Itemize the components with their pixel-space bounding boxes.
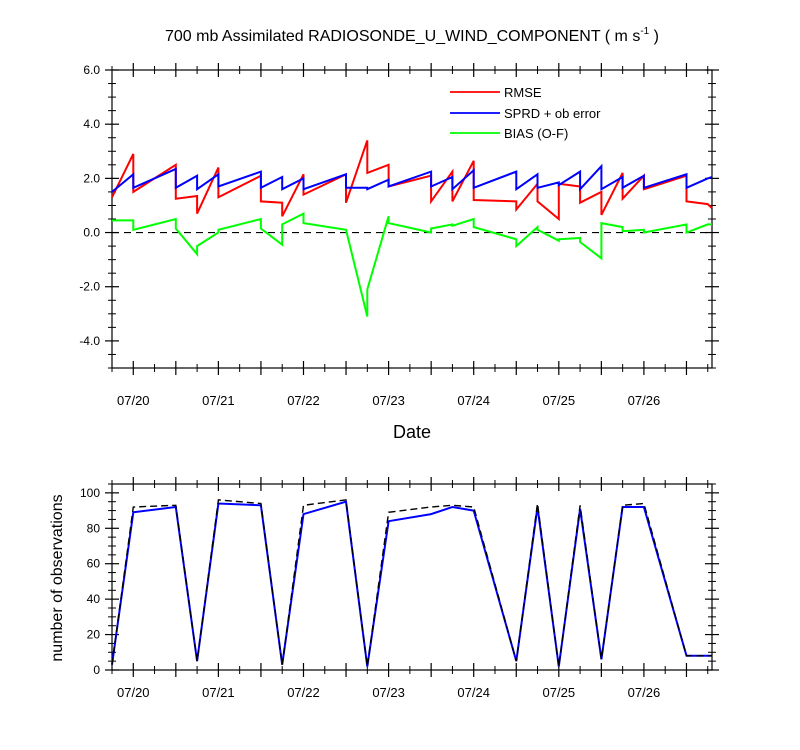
top-y-tick-label: -4.0 bbox=[79, 334, 100, 348]
bottom-series-possible bbox=[111, 499, 712, 667]
top-series-bias-o-f bbox=[112, 211, 712, 317]
bottom-y-tick-label: 100 bbox=[80, 486, 100, 500]
top-x-tick-label: 07/26 bbox=[628, 393, 661, 408]
top-y-tick-label: 4.0 bbox=[83, 117, 100, 131]
top-y-tick-label: 2.0 bbox=[83, 171, 100, 185]
bottom-x-tick-label: 07/22 bbox=[287, 685, 320, 700]
top-y-axis: -4.0 -2.0 0.0 2.0 4.0 6.0 bbox=[79, 63, 719, 369]
top-x-tick-label: 07/24 bbox=[457, 393, 490, 408]
top-y-tick-label: 6.0 bbox=[83, 63, 100, 77]
bottom-y-tick-label: 20 bbox=[87, 628, 101, 642]
top-x-tick-label: 07/22 bbox=[287, 393, 320, 408]
bottom-y-tick-label: 80 bbox=[87, 521, 101, 535]
legend-label-sprd: SPRD + ob error bbox=[504, 106, 601, 121]
top-y-tick-label: -2.0 bbox=[79, 280, 100, 294]
x-axis-title: Date bbox=[393, 422, 431, 442]
top-y-tick-label: 0.0 bbox=[83, 226, 100, 240]
bottom-series-group bbox=[111, 499, 712, 667]
bottom-x-tick-label: 07/25 bbox=[543, 685, 576, 700]
legend-label-bias: BIAS (O-F) bbox=[504, 126, 568, 141]
top-x-axis: 07/20 07/21 07/22 07/23 07/24 07/25 07/26 bbox=[111, 63, 709, 408]
bottom-y-tick-label: 60 bbox=[87, 557, 101, 571]
top-series-group bbox=[111, 140, 713, 317]
bottom-y-tick-label: 0 bbox=[93, 663, 100, 677]
bottom-y-axis: 0 20 40 60 80 100 bbox=[80, 483, 719, 677]
top-x-tick-label: 07/20 bbox=[117, 393, 150, 408]
top-plot-frame bbox=[111, 69, 713, 369]
bottom-plot-frame bbox=[111, 483, 713, 671]
y-axis-title-observations: number of observations bbox=[49, 494, 66, 661]
chart-title: 700 mb Assimilated RADIOSONDE_U_WIND_COM… bbox=[165, 26, 659, 45]
bottom-x-tick-label: 07/23 bbox=[372, 685, 405, 700]
legend-label-rmse: RMSE bbox=[504, 85, 542, 100]
bottom-series-used bbox=[111, 500, 712, 667]
top-x-tick-label: 07/23 bbox=[372, 393, 405, 408]
top-x-tick-label: 07/21 bbox=[202, 393, 235, 408]
bottom-x-tick-label: 07/26 bbox=[628, 685, 661, 700]
bottom-x-tick-label: 07/21 bbox=[202, 685, 235, 700]
top-panel: -4.0-2.00.02.04.06.0 07/20 07/21 07/22 07/2… bbox=[79, 63, 719, 442]
bottom-y-tick-label: 40 bbox=[87, 592, 101, 606]
bottom-x-tick-label: 07/20 bbox=[117, 685, 150, 700]
top-x-tick-label: 07/25 bbox=[543, 393, 576, 408]
bottom-x-tick-label: 07/24 bbox=[457, 685, 490, 700]
top-series-sprd-ob-error bbox=[111, 163, 713, 193]
bottom-x-axis: 07/20 07/21 07/22 07/23 07/24 07/25 07/26 bbox=[111, 477, 709, 700]
legend: RMSE SPRD + ob error BIAS (O-F) bbox=[450, 85, 601, 141]
